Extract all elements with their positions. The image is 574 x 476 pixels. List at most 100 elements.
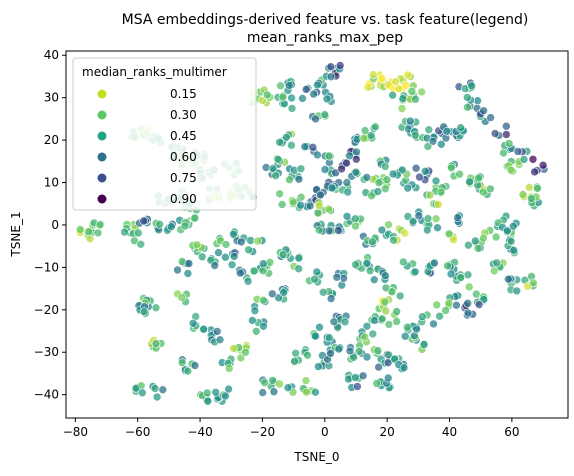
data-point xyxy=(453,213,462,222)
data-point xyxy=(501,121,511,131)
legend-entries: 0.15 0.30 0.45 0.60 0.75 0.90 xyxy=(97,87,197,206)
data-point xyxy=(467,81,476,91)
data-point xyxy=(274,293,283,303)
data-point xyxy=(120,227,129,237)
data-point xyxy=(446,163,456,173)
data-point xyxy=(324,204,334,214)
data-point xyxy=(474,300,484,309)
legend-label: 0.90 xyxy=(170,192,197,206)
data-point xyxy=(377,314,387,324)
data-point xyxy=(518,190,528,199)
legend-label: 0.60 xyxy=(170,150,197,164)
data-point xyxy=(287,93,296,103)
data-point xyxy=(155,220,164,229)
data-point xyxy=(210,261,219,270)
data-point xyxy=(351,221,360,231)
data-point xyxy=(326,72,336,81)
data-point xyxy=(236,237,246,247)
data-point xyxy=(324,151,334,161)
data-point xyxy=(260,378,270,388)
data-point xyxy=(408,216,418,226)
data-point xyxy=(275,137,284,147)
data-point xyxy=(381,306,391,316)
data-point xyxy=(490,129,500,138)
legend-label: 0.15 xyxy=(170,87,197,101)
data-point xyxy=(410,267,420,277)
data-point xyxy=(368,237,377,247)
data-point xyxy=(512,286,522,296)
data-point xyxy=(211,387,220,397)
data-point xyxy=(432,300,442,310)
data-point xyxy=(504,139,514,148)
data-point xyxy=(455,169,464,179)
data-point xyxy=(456,123,466,132)
data-point xyxy=(95,220,105,230)
data-point xyxy=(389,235,398,245)
data-point xyxy=(224,384,233,394)
data-point xyxy=(436,140,446,149)
data-point xyxy=(436,187,446,197)
y-tick-label: −10 xyxy=(34,260,59,274)
data-point xyxy=(342,158,351,168)
data-point xyxy=(229,252,239,261)
data-point xyxy=(236,268,245,278)
data-point xyxy=(332,272,342,282)
data-point xyxy=(309,89,318,99)
data-point xyxy=(489,266,499,276)
data-point xyxy=(246,236,255,245)
data-point xyxy=(370,122,380,132)
data-point xyxy=(258,388,268,397)
chart-title-line1: MSA embeddings-derived feature vs. task … xyxy=(122,12,529,28)
data-point xyxy=(340,317,350,327)
data-point xyxy=(388,169,398,179)
data-point xyxy=(351,154,361,164)
y-tick-label: −30 xyxy=(34,345,59,359)
data-point xyxy=(374,178,384,187)
data-point xyxy=(93,228,103,238)
data-point xyxy=(324,333,334,343)
data-point xyxy=(311,387,320,397)
data-point xyxy=(258,259,268,269)
data-point xyxy=(362,258,372,268)
data-point xyxy=(452,300,461,310)
data-point xyxy=(358,371,368,381)
data-point xyxy=(84,227,93,236)
chart-title-line2: mean_ranks_max_pep xyxy=(247,30,403,46)
data-point xyxy=(229,229,238,239)
data-point xyxy=(244,245,253,255)
data-point xyxy=(486,184,495,194)
data-point xyxy=(503,274,513,284)
data-point xyxy=(411,94,420,104)
data-point xyxy=(250,306,260,316)
data-point xyxy=(373,187,383,196)
data-point xyxy=(177,293,187,302)
data-point xyxy=(258,295,268,305)
data-point xyxy=(334,344,344,354)
data-point xyxy=(381,271,390,281)
data-point xyxy=(470,236,480,246)
x-tick-label: −40 xyxy=(187,425,212,439)
data-point xyxy=(444,229,454,239)
x-tick-label: −20 xyxy=(250,425,275,439)
data-point xyxy=(538,160,548,170)
data-point xyxy=(411,163,421,173)
data-point xyxy=(251,326,261,336)
data-point xyxy=(442,127,452,136)
data-point xyxy=(343,187,353,197)
data-point xyxy=(363,82,373,92)
data-point xyxy=(212,327,222,336)
y-axis-ticks: −40 −30 −20 −10 0 10 20 30 40 xyxy=(34,48,66,402)
data-point xyxy=(449,235,458,244)
data-point xyxy=(351,260,360,269)
data-point xyxy=(351,167,361,177)
data-point xyxy=(362,173,372,182)
data-point xyxy=(350,373,360,382)
data-point xyxy=(360,126,370,135)
data-point xyxy=(318,287,328,297)
data-point xyxy=(414,211,424,220)
y-tick-label: 40 xyxy=(44,48,59,62)
data-point xyxy=(333,226,343,235)
data-point xyxy=(248,316,257,325)
data-point xyxy=(271,171,281,180)
x-tick-label: 60 xyxy=(504,425,519,439)
